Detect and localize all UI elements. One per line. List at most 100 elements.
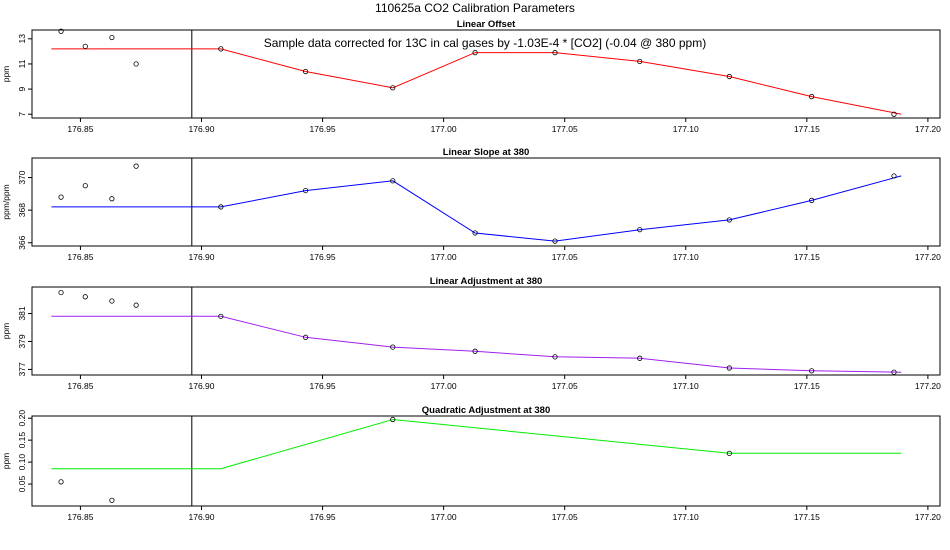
x-tick-label: 176.90 — [188, 512, 214, 522]
outlier-point — [133, 163, 139, 169]
x-tick-label: 176.85 — [67, 252, 93, 262]
x-tick-label: 177.10 — [673, 124, 699, 134]
data-point — [472, 50, 478, 56]
data-point — [552, 354, 558, 360]
chart-panel-2: Linear Slope at 380 176.85 176.90 176.95 177… — [1, 147, 941, 262]
chart-panel-3: Linear Adjustment at 380 176.85 176.90 176.… — [1, 276, 941, 391]
data-point — [303, 68, 309, 75]
outlier-point — [58, 289, 64, 296]
y-tick-label: 0.05 — [17, 476, 27, 493]
x-tick-label: 177.00 — [431, 124, 457, 134]
y-tick-label: 11 — [17, 59, 27, 68]
outlier-point — [82, 294, 88, 300]
outlier-point — [58, 479, 64, 485]
x-tick-label: 176.85 — [67, 381, 93, 391]
y-tick-label: 368 — [17, 203, 27, 217]
outlier-point — [82, 43, 88, 49]
y-tick-label: 366 — [17, 235, 27, 249]
data-point — [218, 204, 224, 210]
series-line — [51, 48, 902, 115]
x-tick-label: 177.20 — [915, 124, 941, 134]
data-point — [472, 230, 478, 236]
outlier-point — [82, 183, 88, 189]
y-axis-label: ppm — [1, 323, 11, 340]
plot-frame — [31, 286, 941, 376]
panel-title: Linear Slope at 380 — [443, 147, 530, 158]
chart-panel-1: Linear Offset 176.85 176.90 176.95 177.00 177… — [1, 19, 941, 134]
series-line — [51, 175, 902, 242]
data-point — [390, 178, 396, 184]
outlier-point — [109, 34, 115, 41]
panel-title: Linear Adjustment at 380 — [430, 276, 543, 287]
outlier-point — [58, 28, 64, 34]
x-tick-label: 177.15 — [794, 512, 820, 522]
x-tick-label: 177.05 — [552, 252, 578, 262]
data-point — [809, 368, 815, 374]
x-tick-label: 176.85 — [67, 124, 93, 134]
series-line — [51, 315, 902, 373]
panel-annotation: Sample data corrected for 13C in cal gas… — [264, 36, 706, 50]
x-tick-label: 176.85 — [67, 512, 93, 522]
plot-frame — [31, 157, 941, 247]
y-tick-label: 7 — [17, 112, 27, 117]
y-axis-label: ppm — [1, 66, 11, 83]
x-tick-label: 176.95 — [310, 512, 336, 522]
x-tick-label: 176.95 — [310, 252, 336, 262]
data-point — [472, 348, 478, 354]
plot-frame — [31, 415, 941, 507]
data-point — [637, 227, 643, 233]
x-tick-label: 176.95 — [310, 124, 336, 134]
x-tick-label: 177.05 — [552, 512, 578, 522]
x-tick-label: 177.10 — [673, 381, 699, 391]
x-tick-label: 176.90 — [188, 124, 214, 134]
data-point — [726, 73, 732, 80]
outlier-point — [109, 298, 115, 304]
data-point — [726, 450, 732, 456]
x-tick-label: 177.20 — [915, 252, 941, 262]
data-point — [891, 369, 897, 375]
data-point — [809, 94, 815, 100]
x-tick-label: 177.20 — [915, 381, 941, 391]
x-tick-label: 177.10 — [673, 252, 699, 262]
x-tick-label: 177.15 — [794, 381, 820, 391]
data-point — [891, 173, 897, 179]
series-line — [51, 418, 902, 470]
x-tick-label: 176.90 — [188, 252, 214, 262]
outlier-point — [133, 61, 139, 67]
y-tick-label: 381 — [17, 306, 27, 320]
y-axis-label: ppm/ppm — [1, 184, 11, 219]
outlier-point — [58, 194, 64, 200]
outlier-point — [133, 302, 139, 308]
data-point — [390, 85, 396, 91]
outlier-point — [109, 196, 115, 202]
outlier-point — [109, 497, 115, 503]
data-point — [218, 46, 224, 52]
data-point — [637, 355, 643, 361]
figure-title: 110625a CO2 Calibration Parameters — [375, 1, 575, 15]
plot-frame — [31, 29, 941, 119]
x-tick-label: 177.15 — [794, 124, 820, 134]
y-tick-label: 0.20 — [17, 410, 27, 427]
data-point — [809, 197, 815, 203]
x-tick-label: 176.90 — [188, 381, 214, 391]
data-point — [218, 313, 224, 319]
panel-title: Linear Offset — [457, 19, 516, 30]
data-point — [552, 238, 558, 244]
data-point — [726, 365, 732, 371]
x-tick-label: 177.05 — [552, 381, 578, 391]
y-axis-label: ppm — [1, 453, 11, 470]
x-tick-label: 176.95 — [310, 381, 336, 391]
data-point — [303, 334, 309, 340]
data-point — [303, 187, 309, 194]
data-point — [891, 111, 897, 117]
data-point — [726, 217, 732, 223]
x-tick-label: 177.00 — [431, 512, 457, 522]
y-tick-label: 379 — [17, 334, 27, 348]
y-tick-label: 13 — [17, 34, 27, 44]
panel-title: Quadratic Adjustment at 380 — [422, 405, 550, 416]
x-tick-label: 177.15 — [794, 252, 820, 262]
y-tick-label: 370 — [17, 170, 27, 184]
chart-panel-4: Quadratic Adjustment at 380 176.85 176.90 1… — [1, 405, 941, 522]
x-tick-label: 177.10 — [673, 512, 699, 522]
